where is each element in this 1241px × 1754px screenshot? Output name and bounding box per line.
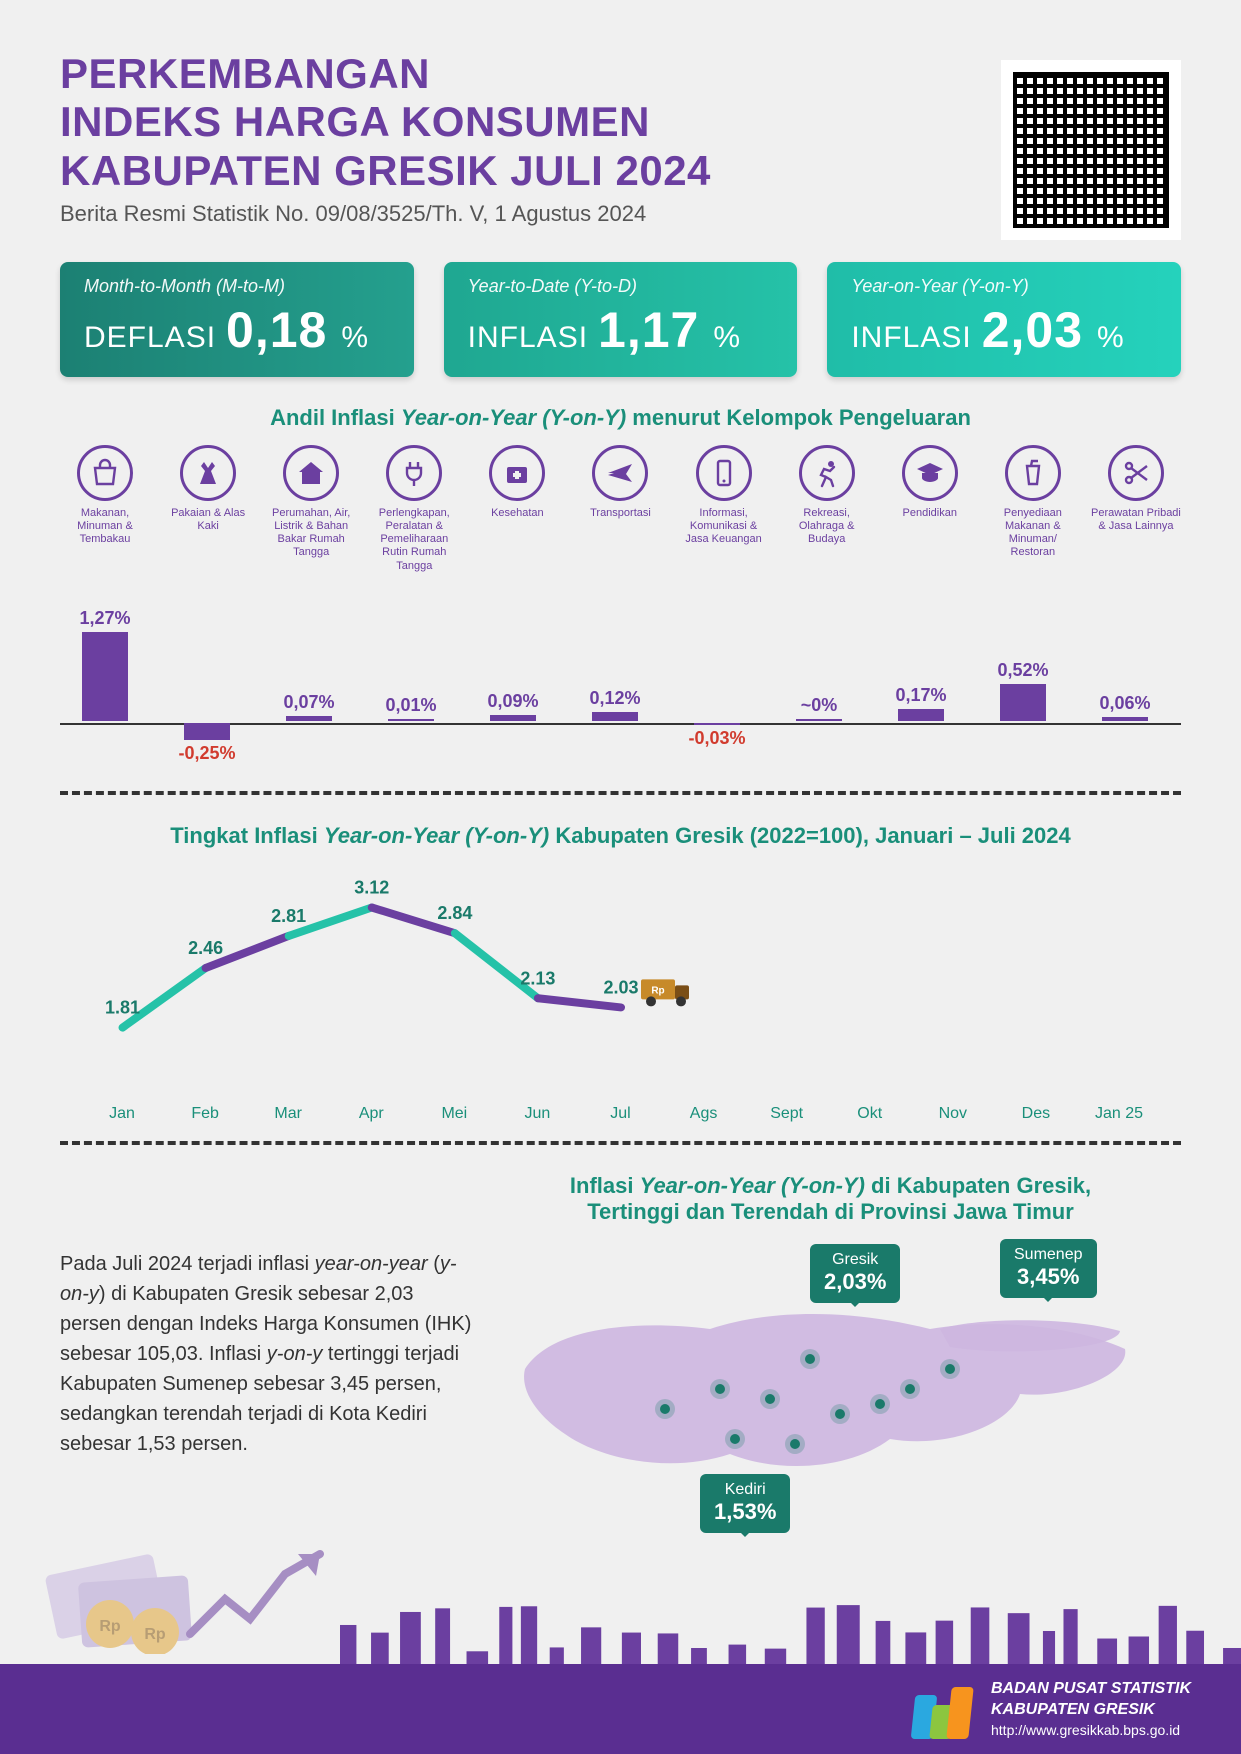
category-item: Pendidikan [885, 445, 975, 573]
title-line2: INDEKS HARGA KONSUMEN [60, 98, 650, 145]
house-icon [283, 445, 339, 501]
title-line3: KABUPATEN GRESIK JULI 2024 [60, 147, 711, 194]
svg-text:2.13: 2.13 [520, 968, 555, 988]
map-callout: Kediri1,53% [700, 1474, 790, 1534]
bar-item: 0,06% [1080, 693, 1170, 721]
bar-item: 1,27% [60, 608, 150, 721]
line-chart-svg: 1.81 2.46 2.81 3.12 2.84 2.13 2.03 Rp [81, 863, 1161, 1083]
grad-icon [902, 445, 958, 501]
category-item: Rekreasi, Olahraga & Budaya [782, 445, 872, 573]
stat-card: Year-on-Year (Y-on-Y) INFLASI 2,03% [827, 262, 1181, 377]
bar-item: 0,52% [978, 660, 1068, 720]
stat-cards: Month-to-Month (M-to-M) DEFLASI 0,18% Yea… [60, 262, 1181, 377]
header: PERKEMBANGAN INDEKS HARGA KONSUMEN KABUP… [60, 50, 1181, 227]
category-icons-row: Makanan, Minuman & TembakauPakaian & Ala… [60, 445, 1181, 573]
bag-icon [77, 445, 133, 501]
bps-logo-icon [913, 1679, 973, 1739]
footer: BADAN PUSAT STATISTIK KABUPATEN GRESIK h… [0, 1664, 1241, 1754]
category-item: Informasi, Komunikasi & Jasa Keuangan [679, 445, 769, 573]
category-item: Transportasi [575, 445, 665, 573]
category-item: Perumahan, Air, Listrik & Bahan Bakar Ru… [266, 445, 356, 573]
section2-title: Tingkat Inflasi Year-on-Year (Y-on-Y) Ka… [60, 823, 1181, 849]
run-icon [799, 445, 855, 501]
bar-chart: 1,27% -0,25% 0,07% 0,01% 0,09% 0,12% -0,0… [60, 593, 1181, 773]
plug-icon [386, 445, 442, 501]
category-item: Makanan, Minuman & Tembakau [60, 445, 150, 573]
svg-text:3.12: 3.12 [354, 877, 389, 897]
bar-item: -0,25% [162, 723, 252, 768]
skyline-decor [0, 1594, 1241, 1664]
title-line1: PERKEMBANGAN [60, 50, 430, 97]
bar-item: 0,17% [876, 685, 966, 721]
divider [60, 1141, 1181, 1145]
bar-item: ~0% [774, 695, 864, 721]
category-item: Penyediaan Makanan & Minuman/ Restoran [988, 445, 1078, 573]
svg-text:2.46: 2.46 [188, 938, 223, 958]
stat-card: Month-to-Month (M-to-M) DEFLASI 0,18% [60, 262, 414, 377]
scissors-icon [1108, 445, 1164, 501]
medkit-icon [489, 445, 545, 501]
bar-item: 0,07% [264, 692, 354, 721]
bar-item: 0,12% [570, 688, 660, 720]
bar-item: -0,03% [672, 723, 762, 752]
map-callout: Sumenep3,45% [1000, 1239, 1097, 1299]
bar-item: 0,01% [366, 695, 456, 721]
bar-item: 0,09% [468, 691, 558, 721]
month-axis: JanFebMarAprMeiJunJulAgsSeptOktNovDesJan… [81, 1105, 1161, 1123]
phone-icon [696, 445, 752, 501]
skyline-svg [0, 1594, 1241, 1664]
category-item: Kesehatan [472, 445, 562, 573]
category-item: Perlengkapan, Peralatan & Pemeliharaan R… [369, 445, 459, 573]
footer-text: BADAN PUSAT STATISTIK KABUPATEN GRESIK h… [991, 1679, 1191, 1739]
svg-text:Rp: Rp [651, 985, 664, 996]
qr-code-icon [1001, 60, 1181, 240]
drink-icon [1005, 445, 1061, 501]
category-item: Pakaian & Alas Kaki [163, 445, 253, 573]
svg-text:2.81: 2.81 [271, 906, 306, 926]
section3-title: Inflasi Year-on-Year (Y-on-Y) di Kabupat… [480, 1173, 1181, 1225]
category-item: Perawatan Pribadi & Jasa Lainnya [1091, 445, 1181, 573]
infographic-page: PERKEMBANGAN INDEKS HARGA KONSUMEN KABUP… [0, 0, 1241, 1754]
svg-text:1.81: 1.81 [105, 997, 140, 1017]
map-container: Gresik2,03% Sumenep3,45% Kediri1,53% [510, 1239, 1181, 1619]
divider [60, 791, 1181, 795]
svg-text:2.03: 2.03 [603, 977, 638, 997]
section1-title: Andil Inflasi Year-on-Year (Y-on-Y) menu… [60, 405, 1181, 431]
plane-icon [592, 445, 648, 501]
svg-text:2.84: 2.84 [437, 903, 472, 923]
map-callout: Gresik2,03% [810, 1244, 900, 1304]
line-chart: 1.81 2.46 2.81 3.12 2.84 2.13 2.03 Rp JanFebMa… [81, 863, 1161, 1123]
dress-icon [180, 445, 236, 501]
stat-card: Year-to-Date (Y-to-D) INFLASI 1,17% [444, 262, 798, 377]
